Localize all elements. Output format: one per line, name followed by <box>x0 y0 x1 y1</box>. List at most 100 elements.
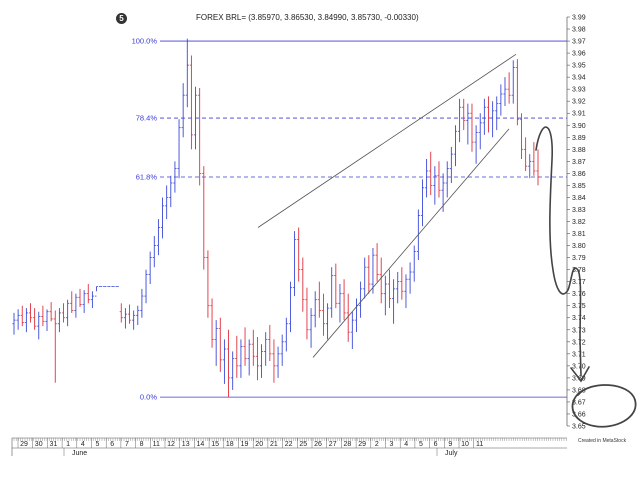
x-day-label: 15 <box>211 441 219 448</box>
y-tick-label: 3.96 <box>572 51 586 58</box>
ohlc-bar <box>412 245 416 282</box>
ohlc-bar <box>169 175 173 208</box>
y-tick-label: 3.76 <box>572 291 586 298</box>
ohlc-bar <box>379 257 383 304</box>
y-tick-label: 3.71 <box>572 351 586 358</box>
ohlc-bar <box>185 38 189 108</box>
ohlc-bar <box>78 288 82 307</box>
ohlc-bar <box>20 305 24 327</box>
ohlc-bar <box>33 308 37 330</box>
ohlc-bar <box>148 251 152 285</box>
x-day-label: 19 <box>241 441 249 448</box>
ohlc-bar <box>61 303 66 323</box>
ohlc-bar <box>400 267 404 300</box>
ohlc-bar <box>491 101 495 138</box>
ohlc-bar <box>358 281 363 318</box>
ohlc-bar <box>313 291 317 328</box>
ohlc-bar <box>16 309 20 330</box>
ohlc-bar <box>239 339 243 378</box>
x-day-label: 8 <box>140 441 144 448</box>
ohlc-bar <box>486 96 491 133</box>
ohlc-bar <box>292 231 297 297</box>
y-tick-label: 3.70 <box>572 363 586 370</box>
x-day-label: 2 <box>375 441 379 448</box>
ohlc-bar <box>445 161 449 198</box>
x-day-label: 3 <box>390 441 394 448</box>
ohlc-bar <box>202 166 206 270</box>
ohlc-bar <box>280 334 284 366</box>
ohlc-bar <box>12 312 16 335</box>
ohlc-bar <box>74 293 78 318</box>
ohlc-bar <box>86 284 90 304</box>
y-tick-label: 3.94 <box>572 75 586 82</box>
x-day-label: 7 <box>125 441 129 448</box>
ohlc-bar <box>28 303 33 323</box>
ohlc-bar <box>524 137 528 171</box>
ohlc-bar <box>334 263 338 309</box>
x-day-label: 26 <box>314 441 322 448</box>
ohlc-readout: (3.85970, 3.86530, 3.84990, 3.85730, -0.… <box>248 13 419 22</box>
x-month-label: June <box>72 450 87 457</box>
y-tick-label: 3.72 <box>572 339 586 346</box>
ohlc-bar <box>466 103 470 145</box>
ohlc-bar <box>160 197 165 239</box>
x-day-label: 14 <box>197 441 205 448</box>
ohlc-bar <box>144 269 148 304</box>
ohlc-bar <box>41 305 45 327</box>
x-month-label: July <box>445 450 458 457</box>
ohlc-bar <box>387 269 392 309</box>
ohlc-bar <box>90 291 94 309</box>
ohlc-bar <box>193 86 198 150</box>
ohlc-bar <box>532 142 536 176</box>
ohlc-bar <box>367 255 371 294</box>
x-day-label: 12 <box>167 441 175 448</box>
y-tick-label: 3.99 <box>572 15 586 22</box>
x-day-label: 22 <box>285 441 293 448</box>
ohlc-bar <box>198 87 202 186</box>
ohlc-bar <box>338 284 342 323</box>
ohlc-bar <box>255 336 260 381</box>
y-tick-label: 3.65 <box>572 424 586 431</box>
y-tick-label: 3.66 <box>572 411 586 418</box>
ohlc-bar <box>462 98 466 131</box>
symbol-label: FOREX BRL= <box>196 13 247 22</box>
ohlc-bar <box>528 154 532 179</box>
ohlc-bar <box>499 84 503 116</box>
y-tick-label: 3.81 <box>572 231 586 238</box>
x-day-label: 18 <box>226 441 234 448</box>
hand-drawn-annotation <box>535 126 637 428</box>
ohlc-bar <box>235 335 239 378</box>
x-day-label: 29 <box>20 441 28 448</box>
y-tick-label: 3.85 <box>572 183 586 190</box>
ohlc-bar <box>519 113 524 159</box>
x-day-label: 1 <box>66 441 70 448</box>
y-tick-label: 3.98 <box>572 27 586 34</box>
y-tick-label: 3.97 <box>572 39 586 46</box>
ohlc-bar <box>350 311 354 350</box>
y-tick-label: 3.92 <box>572 99 586 106</box>
x-day-label: 31 <box>50 441 58 448</box>
arrow-head <box>570 366 590 383</box>
ohlc-bar <box>189 55 194 150</box>
ohlc-bar <box>383 275 387 316</box>
fib-levels-group: 100.0% 78.4% 61.8% 0.0% <box>132 37 567 402</box>
ohlc-bar <box>70 291 74 313</box>
ohlc-bar <box>424 158 429 198</box>
ohlc-bar <box>127 304 132 324</box>
x-day-label: 5 <box>96 441 100 448</box>
x-day-label: 11 <box>476 441 483 448</box>
ohlc-bar <box>354 298 359 333</box>
y-tick-label: 3.67 <box>572 399 586 406</box>
ohlc-bar <box>478 113 482 150</box>
x-day-label: 29 <box>358 441 366 448</box>
ohlc-bar <box>321 293 326 336</box>
ohlc-bar <box>391 279 396 324</box>
ohlc-bar <box>132 310 136 330</box>
ohlc-bar <box>305 287 309 340</box>
chart-header: FOREX BRL= (3.85970, 3.86530, 3.84990, 3… <box>196 13 419 22</box>
ohlc-bar <box>231 351 235 390</box>
ohlc-bar <box>288 281 293 333</box>
x-day-label: 6 <box>434 441 438 448</box>
ohlc-bar <box>503 77 507 107</box>
